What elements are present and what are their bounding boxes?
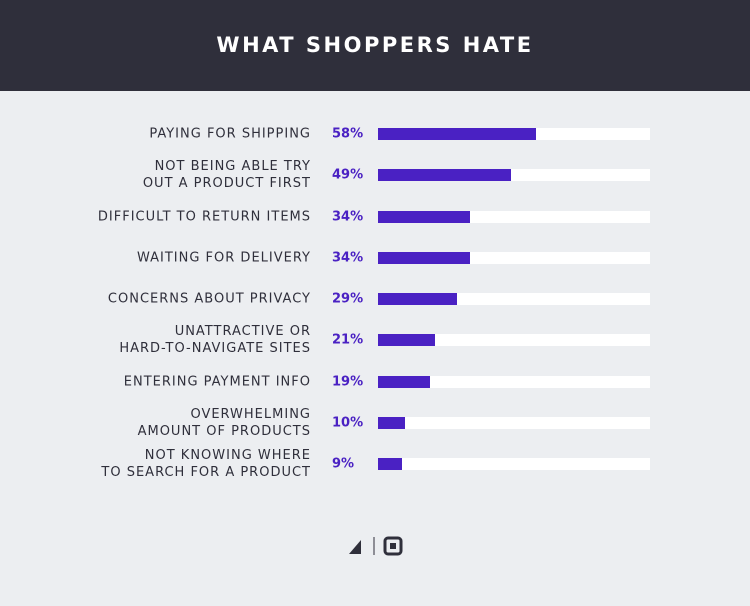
bar-track bbox=[378, 458, 650, 470]
bar bbox=[378, 169, 512, 182]
bar-track bbox=[378, 334, 650, 347]
value-label: 58% bbox=[332, 126, 364, 142]
category-label: OVERWHELMING AMOUNT OF PRODUCTS bbox=[137, 406, 311, 439]
value-label: 9% bbox=[332, 456, 355, 472]
value-label: 34% bbox=[332, 250, 364, 266]
value-label: 21% bbox=[332, 332, 364, 348]
category-label: DIFFICULT TO RETURN ITEMS bbox=[97, 209, 311, 224]
category-label: UNATTRACTIVE OR HARD-TO-NAVIGATE SITES bbox=[119, 324, 311, 357]
bar bbox=[378, 375, 430, 388]
value-label: 19% bbox=[332, 374, 364, 389]
bar bbox=[378, 334, 436, 347]
bar bbox=[378, 458, 403, 470]
category-label: WAITING FOR DELIVERY bbox=[136, 250, 311, 266]
bar-track bbox=[378, 416, 650, 429]
bar-track bbox=[378, 128, 650, 140]
value-label: 10% bbox=[332, 415, 364, 431]
category-label: NOT BEING ABLE TRY OUT A PRODUCT FIRST bbox=[142, 159, 311, 192]
category-label: CONCERNS ABOUT PRIVACY bbox=[107, 291, 311, 307]
bar-track bbox=[378, 210, 650, 223]
bar-track bbox=[378, 375, 650, 388]
value-label: 49% bbox=[332, 167, 364, 183]
bar-track bbox=[378, 251, 650, 264]
header bbox=[0, 0, 750, 91]
value-label: 34% bbox=[332, 209, 364, 224]
bar bbox=[378, 128, 536, 140]
value-label: 29% bbox=[332, 291, 364, 307]
category-label: NOT KNOWING WHERE TO SEARCH FOR A PRODUC… bbox=[101, 448, 311, 480]
bar bbox=[378, 416, 406, 429]
category-label: ENTERING PAYMENT INFO bbox=[123, 374, 311, 389]
bar-track bbox=[378, 293, 650, 305]
logos bbox=[349, 536, 403, 556]
category-label: PAYING FOR SHIPPING bbox=[149, 126, 311, 142]
chart-title: WHAT SHOPPERS HATE bbox=[216, 33, 534, 57]
bar bbox=[378, 293, 457, 305]
bar bbox=[378, 251, 471, 264]
bar bbox=[378, 210, 471, 223]
bar-track bbox=[378, 169, 650, 182]
